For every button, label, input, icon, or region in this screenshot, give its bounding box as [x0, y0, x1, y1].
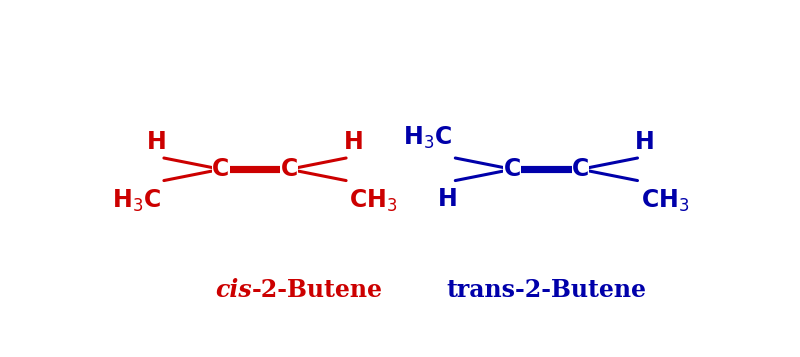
- Text: C: C: [281, 157, 298, 181]
- Text: H$_3$C: H$_3$C: [112, 187, 161, 213]
- Text: -2-Butene: -2-Butene: [252, 278, 383, 302]
- Text: CH$_3$: CH$_3$: [641, 187, 689, 213]
- Text: H: H: [438, 187, 458, 211]
- Text: C: C: [504, 157, 521, 181]
- Text: cis: cis: [215, 278, 252, 302]
- Text: H: H: [344, 130, 363, 154]
- Text: H: H: [635, 130, 655, 154]
- Text: C: C: [572, 157, 589, 181]
- Text: H$_3$C: H$_3$C: [403, 125, 452, 151]
- Text: CH$_3$: CH$_3$: [349, 187, 398, 213]
- Text: trans-2-Butene: trans-2-Butene: [446, 278, 646, 302]
- Text: C: C: [212, 157, 230, 181]
- Text: H: H: [146, 130, 166, 154]
